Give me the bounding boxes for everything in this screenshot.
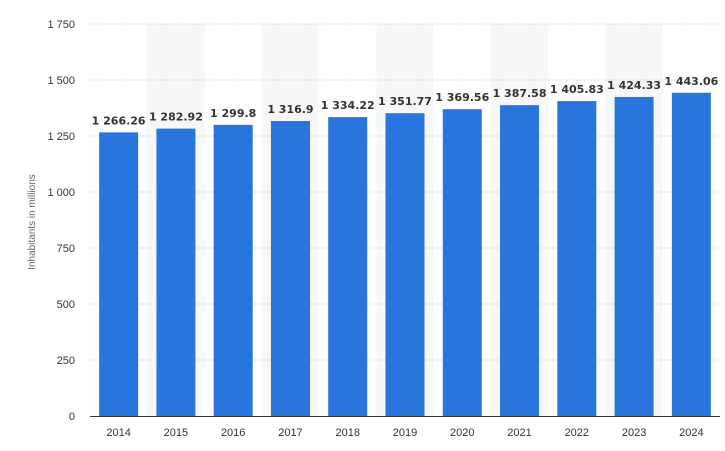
- data-label: 1 443.06: [664, 75, 718, 88]
- bar[interactable]: [614, 96, 654, 417]
- data-label: 1 405.83: [550, 83, 604, 96]
- bar[interactable]: [99, 132, 139, 416]
- y-tick-label: 1 250: [47, 131, 75, 143]
- bar[interactable]: [557, 101, 597, 416]
- x-tick-label: 2016: [221, 427, 245, 439]
- bar[interactable]: [671, 92, 711, 416]
- data-label: 1 351.77: [378, 95, 432, 108]
- x-tick-label: 2014: [106, 427, 130, 439]
- data-label: 1 334.22: [321, 99, 375, 112]
- x-tick-label: 2017: [278, 427, 302, 439]
- y-tick-label: 500: [57, 299, 75, 311]
- data-label: 1 387.58: [493, 87, 547, 100]
- y-axis-title: Inhabitants in millions: [27, 174, 38, 270]
- y-tick-labels: 0 250 500 750 1 000 1 250 1 500 1 750: [47, 19, 75, 423]
- bar[interactable]: [270, 121, 310, 416]
- bars: [99, 92, 711, 417]
- x-tick-label: 2022: [565, 427, 589, 439]
- data-label: 1 299.8: [210, 107, 256, 120]
- x-tick-label: 2024: [679, 427, 703, 439]
- x-tick-label: 2015: [164, 427, 188, 439]
- bar[interactable]: [500, 105, 540, 417]
- bar[interactable]: [213, 124, 253, 417]
- y-tick-label: 1 750: [47, 19, 75, 31]
- bar[interactable]: [156, 128, 196, 416]
- y-tick-label: 250: [57, 355, 75, 367]
- data-labels: 1 266.26 1 282.92 1 299.8 1 316.9 1 334.22 1 …: [92, 75, 719, 128]
- bar[interactable]: [328, 117, 368, 417]
- x-tick-label: 2023: [622, 427, 646, 439]
- y-tick-label: 750: [57, 243, 75, 255]
- x-tick-label: 2018: [335, 427, 359, 439]
- y-tick-label: 1 000: [47, 187, 75, 199]
- x-tick-labels: 2014 2015 2016 2017 2018 2019 2020 2021 2022 2023…: [106, 427, 703, 439]
- y-tick-label: 1 500: [47, 75, 75, 87]
- bar[interactable]: [385, 113, 425, 416]
- bar[interactable]: [442, 109, 482, 416]
- data-label: 1 369.56: [435, 91, 489, 104]
- x-tick-label: 2019: [393, 427, 417, 439]
- data-label: 1 282.92: [149, 111, 203, 124]
- x-tick-label: 2020: [450, 427, 474, 439]
- x-tick-label: 2021: [507, 427, 531, 439]
- y-tick-label: 0: [69, 411, 75, 423]
- data-label: 1 266.26: [92, 114, 146, 127]
- data-label: 1 424.33: [607, 79, 661, 92]
- data-label: 1 316.9: [267, 103, 313, 116]
